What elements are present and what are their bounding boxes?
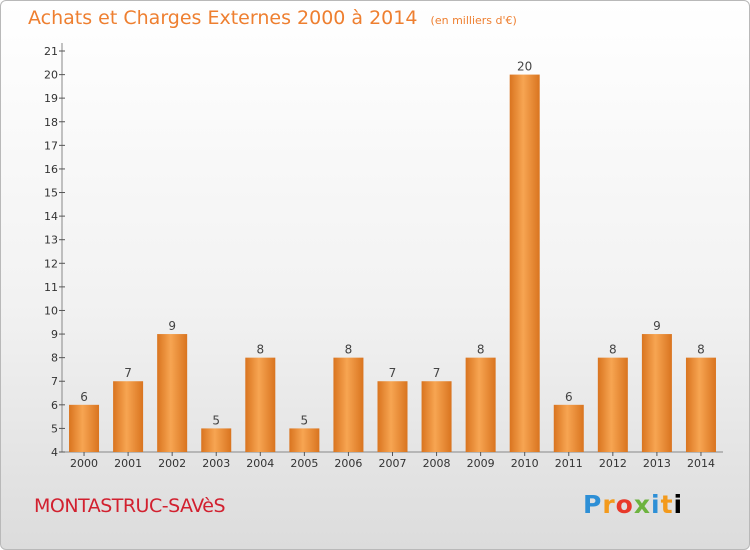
data-label: 9: [168, 319, 176, 333]
y-tick-label: 10: [44, 304, 58, 317]
data-label: 8: [477, 343, 485, 357]
y-tick-label: 14: [44, 210, 58, 223]
x-tick-label: 2013: [643, 457, 671, 470]
bar: [69, 404, 100, 452]
logo-letter: r: [602, 490, 616, 519]
bar: [597, 357, 628, 452]
x-tick-label: 2009: [467, 457, 495, 470]
y-tick-label: 21: [44, 45, 58, 58]
data-label: 7: [433, 366, 441, 380]
y-tick-label: 13: [44, 234, 58, 247]
bar: [509, 74, 540, 453]
x-tick-label: 2001: [114, 457, 142, 470]
x-tick-label: 2002: [158, 457, 186, 470]
x-tick-label: 2010: [511, 457, 539, 470]
y-tick-label: 8: [51, 352, 58, 365]
y-tick-label: 16: [44, 163, 58, 176]
logo-letter: i: [673, 490, 684, 519]
data-label: 9: [653, 319, 661, 333]
y-tick-label: 4: [51, 446, 58, 459]
bar: [685, 357, 716, 452]
y-tick-label: 17: [44, 139, 58, 152]
y-tick-label: 18: [44, 116, 58, 129]
logo-letter: x: [633, 490, 651, 519]
x-tick-label: 2008: [423, 457, 451, 470]
y-tick-label: 7: [51, 375, 58, 388]
data-label: 5: [212, 413, 220, 427]
bar: [289, 428, 320, 452]
x-tick-label: 2012: [599, 457, 627, 470]
proxiti-logo: Proxiti: [583, 490, 683, 519]
x-tick-label: 2000: [70, 457, 98, 470]
x-tick-label: 2004: [246, 457, 274, 470]
data-label: 20: [517, 60, 532, 74]
bar: [157, 334, 188, 452]
y-tick-label: 20: [44, 69, 58, 82]
x-tick-label: 2011: [555, 457, 583, 470]
x-tick-label: 2014: [687, 457, 715, 470]
data-label: 6: [80, 390, 88, 404]
y-tick-label: 15: [44, 187, 58, 200]
bar: [113, 381, 144, 452]
commune-name: MONTASTRUC-SAVèS: [34, 495, 226, 517]
logo-letter: o: [615, 490, 634, 519]
data-label: 8: [345, 343, 353, 357]
bar: [201, 428, 232, 452]
data-label: 8: [256, 343, 264, 357]
x-tick-label: 2007: [379, 457, 407, 470]
y-tick-label: 9: [51, 328, 58, 341]
x-tick-label: 2003: [202, 457, 230, 470]
y-tick-label: 12: [44, 257, 58, 270]
chart-unit: (en milliers d'€): [430, 14, 517, 27]
bar: [377, 381, 408, 452]
bar: [553, 404, 584, 452]
data-label: 7: [389, 366, 397, 380]
bar: [333, 357, 364, 452]
y-tick-label: 19: [44, 92, 58, 105]
data-label: 7: [124, 366, 132, 380]
logo-letter: i: [651, 490, 661, 519]
bar: [245, 357, 276, 452]
data-label: 8: [697, 343, 705, 357]
bar: [421, 381, 452, 452]
chart-title: Achats et Charges Externes 2000 à 2014 (…: [28, 7, 517, 29]
y-tick-label: 11: [44, 281, 58, 294]
chart-title-text: Achats et Charges Externes 2000 à 2014: [28, 7, 418, 29]
y-tick-label: 6: [51, 399, 58, 412]
data-label: 8: [609, 343, 617, 357]
logo-letter: t: [660, 490, 674, 519]
data-label: 5: [301, 413, 309, 427]
logo-letter: P: [583, 490, 603, 519]
data-label: 6: [565, 390, 573, 404]
bar: [641, 334, 672, 452]
x-tick-label: 2005: [290, 457, 318, 470]
bar: [465, 357, 496, 452]
x-tick-label: 2006: [334, 457, 362, 470]
y-tick-label: 5: [51, 422, 58, 435]
